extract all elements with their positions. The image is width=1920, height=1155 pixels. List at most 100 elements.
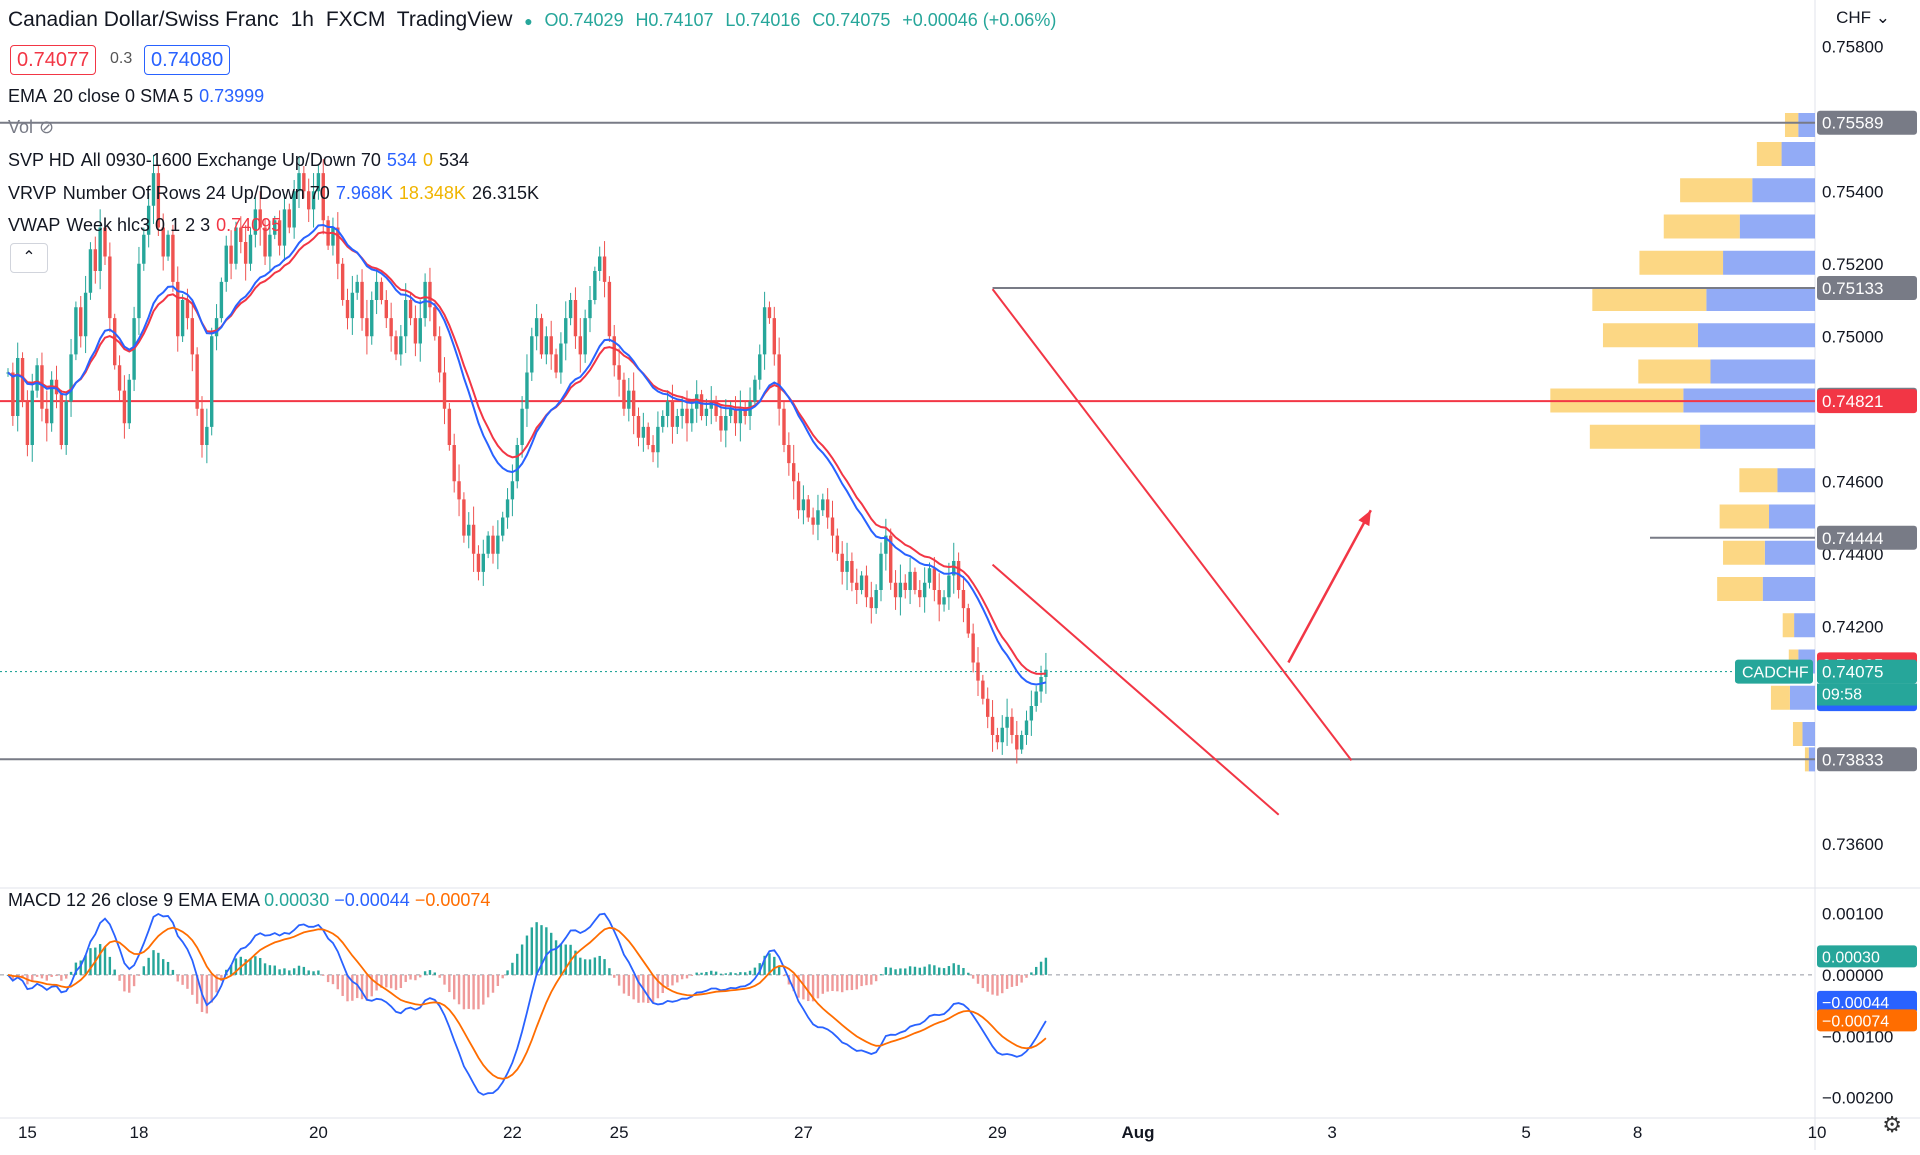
candle-body (942, 597, 946, 605)
candle-body (161, 227, 165, 257)
macd-hist-bar (676, 974, 679, 983)
buy-price-button[interactable]: 0.74080 (144, 45, 231, 75)
vol-legend[interactable]: Vol ⊘ (8, 117, 60, 138)
spread-value: 0.3 (110, 50, 133, 67)
macd-hist-bar (622, 974, 626, 994)
low-value: L0.74016 (725, 10, 801, 30)
vp-bar-down (1602, 323, 1698, 348)
svp-legend[interactable]: SVP HD All 0930-1600 Exchange Up/Down 70 5… (8, 150, 475, 171)
vrvp-legend[interactable]: VRVP Number Of Rows 24 Up/Down 70 7.968K 18… (8, 183, 545, 204)
candle-body (413, 318, 418, 344)
vp-bar-down (1719, 504, 1770, 529)
svp-name: SVP HD (8, 150, 75, 170)
vp-bar-down (1592, 287, 1707, 311)
price-axis: 0.75800 0.75400 0.75200 0.75000 0.74600 0.744… (1735, 37, 1917, 854)
candle-body (598, 256, 602, 271)
candle-body (830, 517, 835, 536)
macd-hist-bar (360, 974, 364, 1000)
vrvp-v1: 7.968K (335, 183, 393, 203)
candle-body (243, 242, 248, 264)
candle-body (11, 372, 15, 416)
candle-body (787, 445, 791, 464)
macd-hist-bar (574, 950, 577, 975)
candle-body (467, 524, 471, 536)
candle-body (428, 281, 432, 308)
vwap-name: VWAP (8, 215, 61, 235)
macd-name: MACD (8, 890, 61, 910)
macd-hist-bar (496, 974, 500, 987)
collapse-legend-button[interactable]: ⌃ (10, 243, 48, 273)
candle-body (952, 561, 956, 576)
macd-hist-bar (850, 974, 854, 991)
macd-hist-bar (1010, 974, 1014, 987)
candle-body (612, 336, 616, 366)
candle-body (307, 191, 311, 210)
macd-legend[interactable]: MACD 12 26 close 9 EMA EMA 0.00030 −0.00… (8, 890, 490, 911)
candle-body (554, 354, 558, 373)
eye-off-icon[interactable]: ⊘ (39, 117, 55, 137)
candle-body (345, 300, 350, 319)
candle-body (340, 263, 345, 300)
macd-hist-bar (84, 955, 87, 975)
candle-body (956, 561, 961, 590)
macd-hist-bar (186, 974, 189, 989)
vp-bar-down (1723, 540, 1765, 565)
symbol-header[interactable]: Canadian Dollar/Swiss Franc 1h FXCM Trad… (8, 8, 1068, 32)
channel-upper-line (991, 288, 1353, 761)
macd-hist-bar (656, 974, 660, 999)
macd-hist-bar (356, 974, 359, 999)
macd-hist-bar (249, 958, 252, 975)
candle-body (520, 408, 524, 445)
macd-hist-bar (31, 974, 34, 982)
candle-body (277, 220, 282, 246)
channel-lower-line (991, 563, 1280, 816)
candle-body (171, 234, 175, 282)
macd-hist-bar (123, 974, 126, 992)
macd-tick-label: −0.00200 (1822, 1089, 1893, 1108)
candle-body (947, 575, 951, 598)
vwap-legend[interactable]: VWAP Week hlc3 0 1 2 3 0.74095 (8, 215, 287, 236)
macd-hist-bar (467, 974, 470, 1009)
candle-body (370, 300, 374, 337)
symbol-title[interactable]: Canadian Dollar/Swiss Franc (8, 8, 279, 31)
macd-hist-bar (739, 972, 742, 975)
macd-hist-bar (220, 974, 223, 982)
currency-selector[interactable]: CHF ⌄ (1836, 8, 1890, 28)
candle-body (835, 535, 840, 554)
macd-hist-bar (608, 968, 611, 975)
macd-hist-bar (918, 967, 921, 975)
candle-body (384, 300, 388, 319)
change-value: +0.00046 (+0.06%) (902, 10, 1057, 30)
candle-body (389, 318, 393, 337)
candle-body (151, 173, 156, 206)
candle-body (568, 300, 573, 319)
macd-hist-bar (45, 974, 48, 981)
macd-hist-bar (821, 974, 824, 994)
macd-hist-bar (938, 967, 941, 975)
sell-price-button[interactable]: 0.74077 (10, 45, 97, 75)
macd-hist-bar (438, 974, 441, 978)
macd-hist-bar (1020, 974, 1023, 983)
vp-bar-up (1697, 323, 1815, 348)
vrvp-v3: 26.315K (471, 183, 539, 203)
interval-label[interactable]: 1h (290, 8, 314, 31)
candle-body (564, 318, 568, 344)
candle-body (602, 256, 607, 282)
candle-body (79, 307, 83, 337)
macd-hist-bar (326, 974, 330, 983)
vp-bar-up (1710, 359, 1815, 384)
macd-hist-bar (802, 974, 805, 1000)
candle-body (990, 716, 995, 735)
macd-hist-bar (50, 974, 53, 977)
macd-hist-bar (710, 970, 713, 975)
price-label-box (1817, 389, 1917, 414)
candle-body (496, 535, 500, 554)
ema-legend[interactable]: EMA 20 close 0 SMA 5 0.73999 (8, 86, 270, 107)
macd-hist-bar (346, 974, 349, 1002)
macd-hist-bar (807, 974, 810, 1002)
macd-hist-bar (166, 961, 170, 975)
gear-icon[interactable]: ⚙ (1882, 1112, 1902, 1137)
macd-hist-bar (506, 970, 509, 975)
